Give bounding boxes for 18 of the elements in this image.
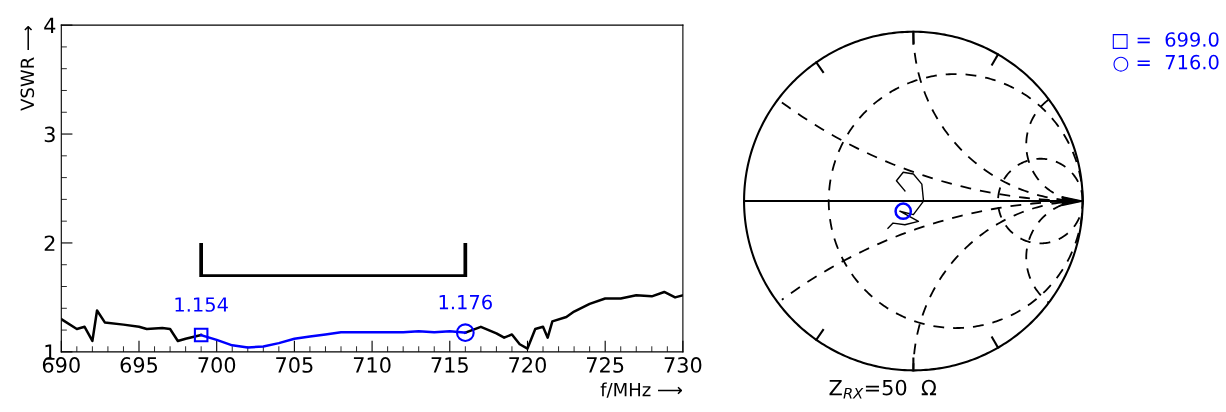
x-tick-label: 725 bbox=[587, 357, 624, 373]
y-axis-title: VSWR ⟶ bbox=[20, 26, 35, 111]
x-tick-label: 700 bbox=[198, 357, 236, 373]
y-tick-label: 4 bbox=[44, 17, 56, 34]
x-axis-title: f/MHz ⟶ bbox=[600, 382, 682, 398]
x-tick-label: 730 bbox=[664, 357, 702, 373]
text: Z$_{RX}$=50 Ω bbox=[829, 379, 937, 399]
x-tick-label: 695 bbox=[120, 357, 158, 373]
x-tick-label: 720 bbox=[509, 357, 546, 373]
x-tick-label: 715 bbox=[431, 357, 468, 373]
y-tick-label: 3 bbox=[44, 126, 55, 143]
annotation: 1.176 bbox=[439, 294, 492, 310]
text: □ = 699.0 bbox=[1112, 32, 1219, 49]
x-tick-label: 710 bbox=[353, 357, 391, 373]
y-tick-label: 2 bbox=[44, 235, 55, 251]
text: ○ = 716.0 bbox=[1113, 54, 1219, 72]
annotation: 1.154 bbox=[175, 297, 228, 312]
x-tick-label: 705 bbox=[276, 357, 313, 373]
